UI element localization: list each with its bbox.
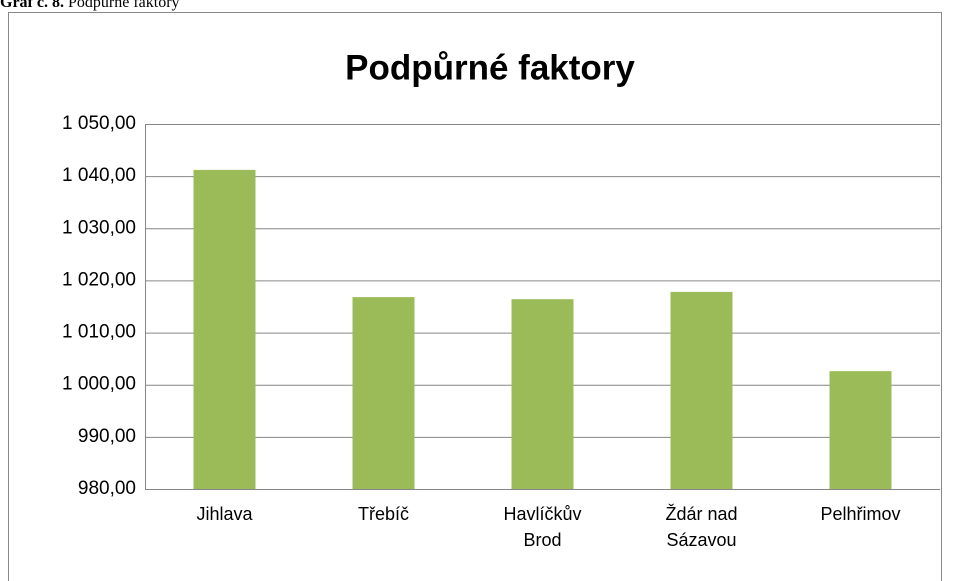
bar	[352, 297, 415, 489]
x-tick-label: Ždár nad Sázavou	[665, 504, 738, 550]
y-tick-label: 980,00	[78, 478, 136, 499]
y-tick-label: 1 000,00	[62, 374, 136, 395]
x-tick-label: Havlíčkův Brod	[503, 504, 582, 550]
caption-label: Graf č. 8.	[0, 0, 64, 11]
chart-title: Podpůrné faktory	[345, 48, 635, 87]
caption: Graf č. 8. Podpůrné faktory	[0, 0, 180, 12]
x-tick-label: Jihlava	[196, 504, 253, 524]
bar	[670, 291, 733, 489]
x-tick-label: Třebíč	[357, 504, 409, 524]
bar	[511, 299, 574, 489]
y-tick-label: 1 030,00	[62, 217, 136, 238]
y-tick-label: 1 020,00	[62, 269, 136, 290]
chart-border	[8, 12, 942, 581]
y-tick-label: 1 040,00	[62, 165, 136, 186]
y-tick-label: 1 050,00	[62, 113, 136, 134]
x-tick-label: Pelhřimov	[820, 504, 901, 524]
y-tick-label: 1 010,00	[62, 322, 136, 343]
bar	[193, 169, 256, 489]
bar	[829, 371, 892, 489]
y-tick-label: 990,00	[78, 426, 136, 447]
caption-text: Podpůrné faktory	[67, 0, 180, 11]
